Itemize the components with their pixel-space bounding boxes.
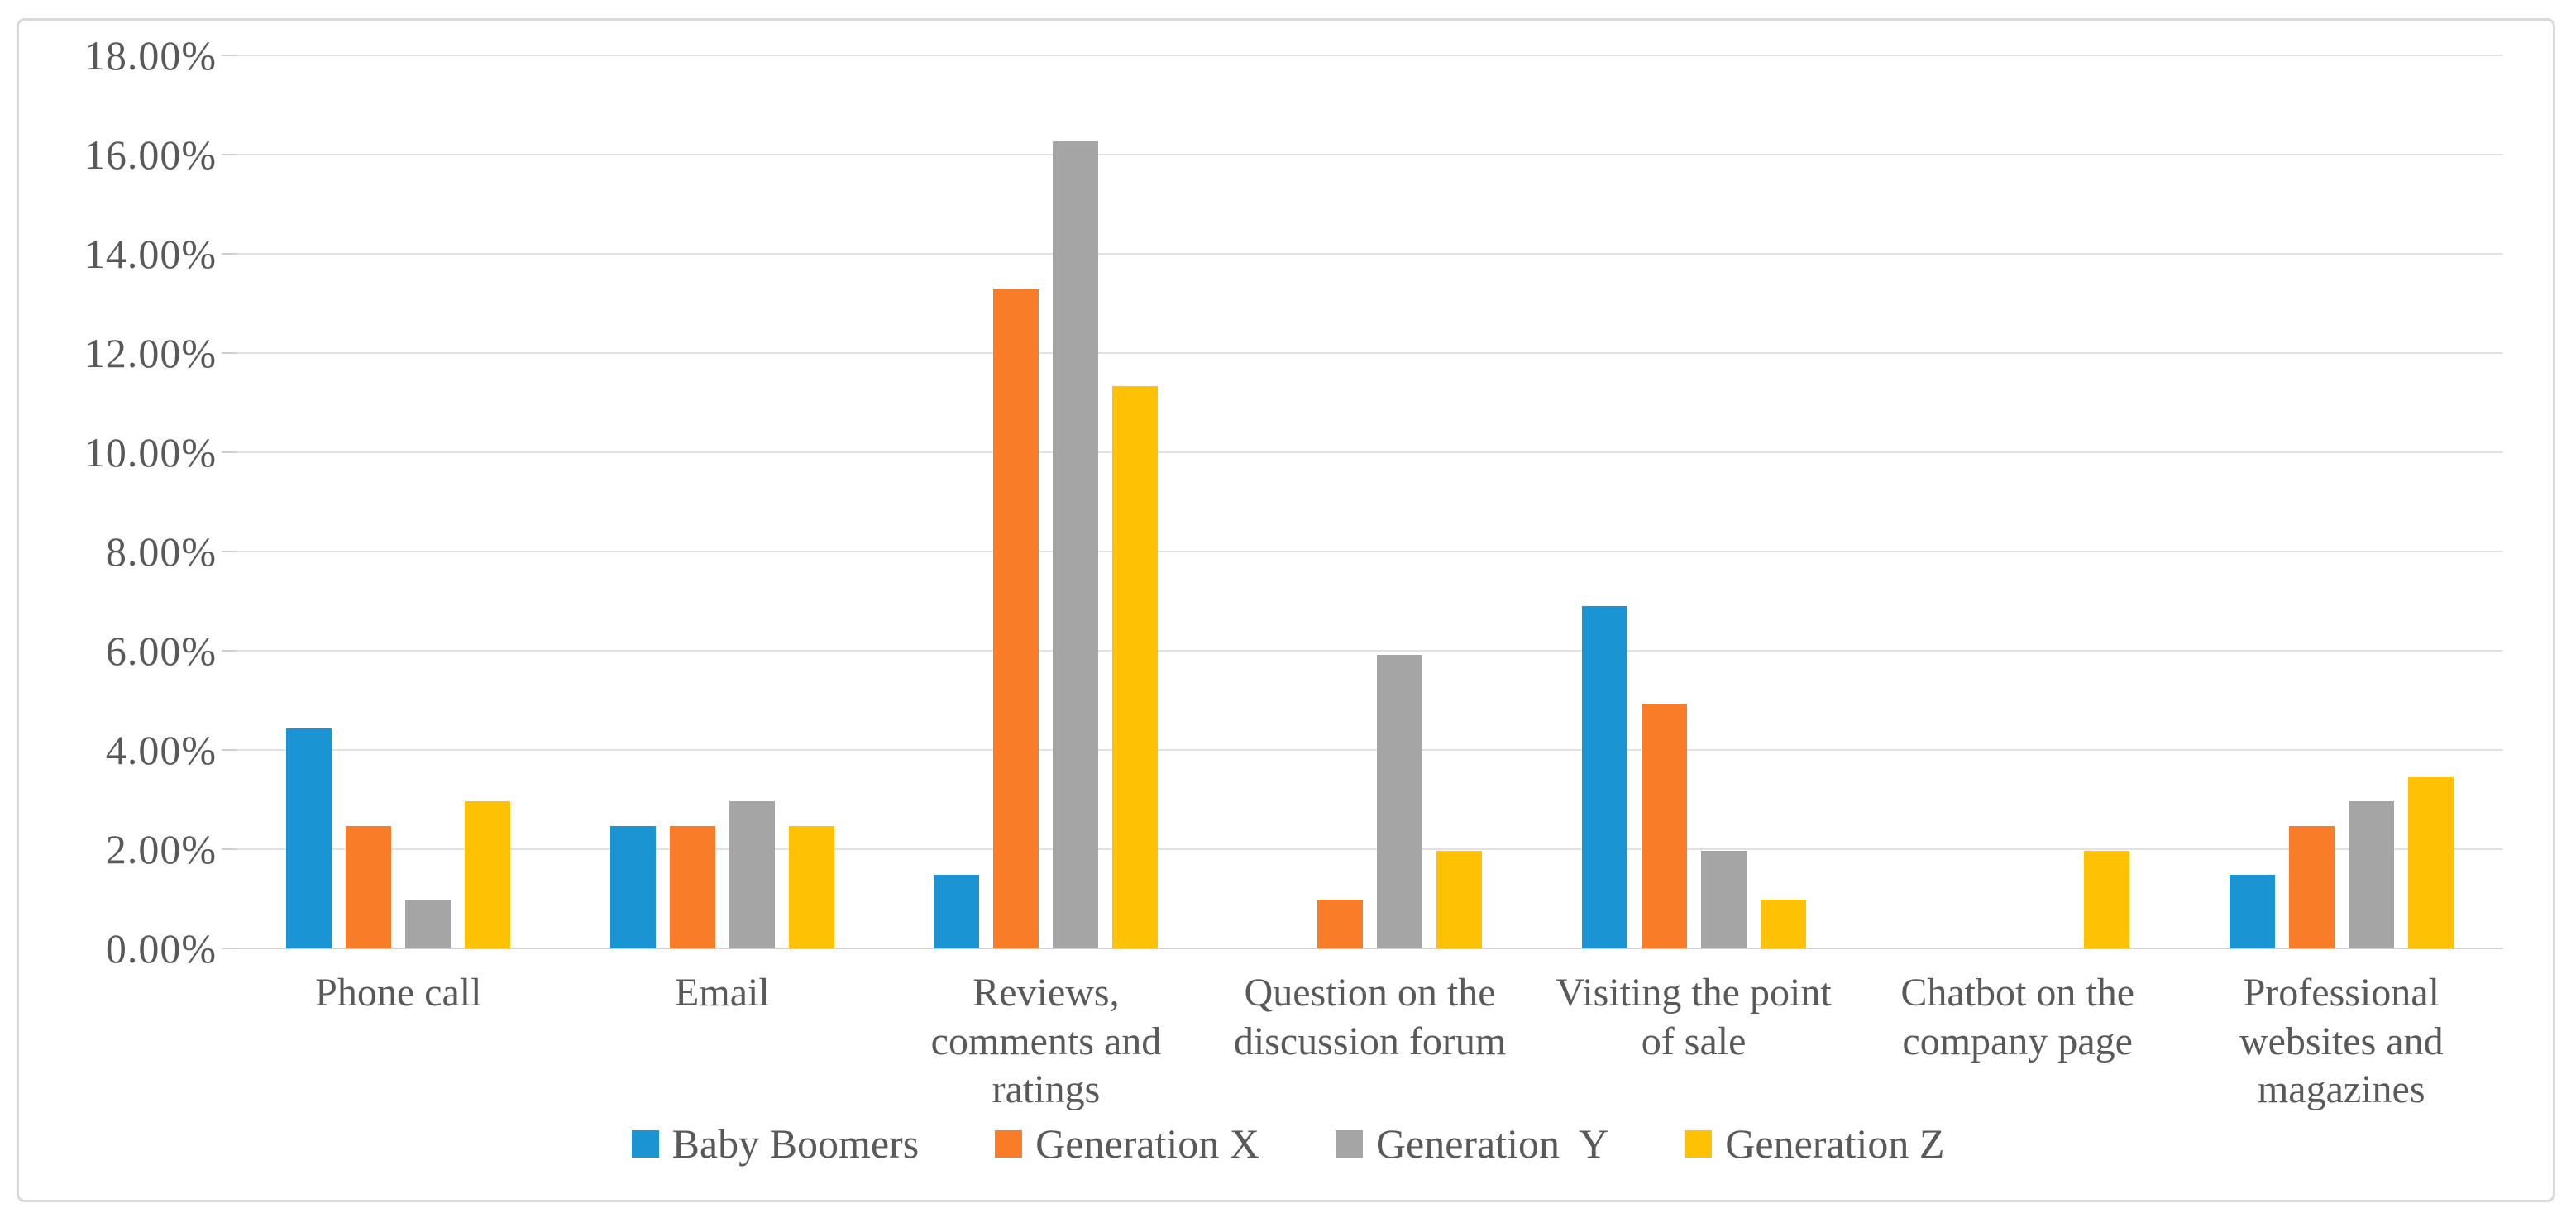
chart-legend: Baby Boomers Generation X Generation Y Gene… — [0, 1121, 2576, 1166]
gridline-6pct — [237, 650, 2503, 652]
legend-item-generation-x: Generation X — [995, 1121, 1259, 1166]
x-axis-label-category-6: Chatbot on the company page — [1900, 971, 2134, 1063]
x-axis-label-category-1: Phone call — [315, 971, 482, 1015]
bar-generation-x-category-3 — [993, 289, 1039, 948]
bar-baby-boomers-category-2 — [609, 826, 656, 948]
y-axis-tick-mark-6pct — [222, 650, 237, 652]
y-axis-tick-label-2pct: 2.00% — [105, 826, 217, 872]
bar-baby-boomers-category-5 — [1581, 606, 1627, 948]
legend-swatch-icon — [995, 1129, 1023, 1158]
bar-generation-y-category-1 — [405, 899, 452, 948]
x-axis-category-labels: Phone call Email Reviews, comments and rat… — [237, 969, 2503, 1115]
bar-generation-z-category-6 — [2084, 850, 2130, 948]
y-axis-tick-label-12pct: 12.00% — [84, 330, 217, 376]
bar-generation-z-category-4 — [1436, 850, 1482, 948]
legend-label: Generation X — [1035, 1120, 1259, 1167]
bar-generation-z-category-5 — [1760, 899, 1806, 948]
bar-generation-y-category-3 — [1053, 141, 1099, 948]
legend-label: Generation Z — [1725, 1120, 1945, 1167]
y-axis-tick-label-18pct: 18.00% — [84, 32, 217, 79]
gridline-0pct — [237, 948, 2503, 949]
bar-generation-z-category-1 — [465, 801, 511, 948]
legend-item-generation-y: Generation Y — [1335, 1120, 1609, 1167]
y-axis-tick-mark-14pct — [222, 253, 237, 255]
bar-generation-x-category-7 — [2288, 826, 2335, 948]
y-axis-tick-mark-12pct — [222, 352, 237, 354]
legend-label: Generation Y — [1375, 1120, 1609, 1167]
gridline-12pct — [237, 352, 2503, 354]
bar-generation-z-category-3 — [1112, 386, 1159, 948]
x-axis-label-category-2: Email — [675, 971, 770, 1015]
bar-generation-y-category-4 — [1377, 655, 1422, 948]
legend-swatch-icon — [1335, 1129, 1363, 1158]
y-axis-tick-mark-0pct — [222, 948, 237, 949]
legend-item-generation-z: Generation Z — [1685, 1121, 1944, 1166]
legend-swatch-icon — [631, 1129, 659, 1158]
gridline-14pct — [237, 253, 2503, 255]
y-axis-tick-mark-2pct — [222, 848, 237, 850]
y-axis-tick-label-8pct: 8.00% — [105, 528, 217, 575]
bar-generation-x-category-1 — [346, 826, 392, 948]
chart-border-frame — [17, 18, 2555, 1202]
y-axis-tick-mark-16pct — [222, 154, 237, 155]
gridline-16pct — [237, 154, 2503, 155]
bar-generation-y-category-5 — [1700, 850, 1747, 948]
bar-generation-x-category-2 — [669, 826, 715, 948]
plot-area: 18.00% 16.00% 14.00% 12.00% 10.00% 8.00% 6.00%… — [84, 32, 2503, 972]
y-axis-tick-label-4pct: 4.00% — [105, 727, 217, 773]
bar-baby-boomers-category-3 — [934, 875, 980, 948]
bar-baby-boomers-category-7 — [2229, 875, 2275, 948]
gridline-8pct — [237, 551, 2503, 552]
y-axis-tick-label-10pct: 10.00% — [84, 429, 217, 475]
legend-swatch-icon — [1685, 1129, 1713, 1158]
bar-generation-y-category-7 — [2348, 801, 2394, 948]
x-axis-label-category-7: Professional websites and magazines — [2239, 971, 2444, 1112]
y-axis-tick-mark-8pct — [222, 551, 237, 552]
y-axis-tick-mark-18pct — [222, 55, 237, 56]
gridline-2pct — [237, 848, 2503, 850]
bar-generation-x-category-4 — [1317, 899, 1363, 948]
gridline-18pct — [237, 55, 2503, 56]
x-axis-label-category-3: Reviews, comments and ratings — [930, 971, 1162, 1112]
legend-item-baby-boomers: Baby Boomers — [631, 1120, 920, 1167]
y-axis-tick-label-0pct: 0.00% — [105, 925, 217, 972]
bar-generation-x-category-5 — [1641, 704, 1687, 948]
legend-label: Baby Boomers — [671, 1120, 920, 1167]
y-axis-tick-label-14pct: 14.00% — [84, 231, 217, 277]
y-axis-tick-label-16pct: 16.00% — [84, 131, 217, 178]
x-axis-label-category-5: Visiting the point of sale — [1556, 971, 1832, 1063]
gridline-10pct — [237, 451, 2503, 453]
gridline-4pct — [237, 749, 2503, 751]
bar-generation-y-category-2 — [729, 801, 775, 948]
bar-baby-boomers-category-1 — [286, 728, 332, 948]
y-axis-tick-mark-4pct — [222, 749, 237, 751]
y-axis-tick-mark-10pct — [222, 451, 237, 453]
bar-generation-z-category-7 — [2407, 777, 2454, 948]
x-axis-label-category-4: Question on the discussion forum — [1233, 971, 1507, 1063]
y-axis-tick-label-6pct: 6.00% — [105, 628, 217, 674]
bar-generation-z-category-2 — [788, 826, 834, 948]
